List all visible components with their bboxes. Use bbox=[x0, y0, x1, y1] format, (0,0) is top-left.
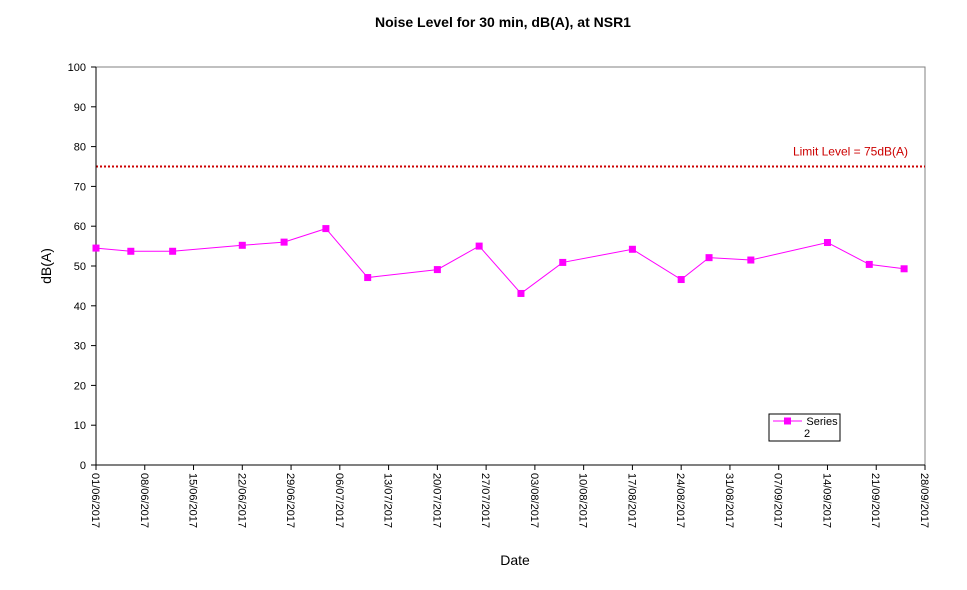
x-tick-label: 01/06/2017 bbox=[89, 473, 101, 528]
y-tick-label: 10 bbox=[74, 420, 86, 432]
limit-level-label: Limit Level = 75dB(A) bbox=[793, 145, 908, 159]
data-point bbox=[747, 256, 755, 264]
x-tick-label: 03/08/2017 bbox=[528, 473, 540, 528]
x-tick-label: 08/06/2017 bbox=[138, 473, 150, 528]
y-tick-label: 40 bbox=[74, 301, 86, 313]
data-point bbox=[322, 225, 330, 233]
x-tick-label: 20/07/2017 bbox=[430, 473, 442, 528]
data-point bbox=[705, 254, 713, 262]
x-tick-label: 29/06/2017 bbox=[284, 473, 296, 528]
x-tick-label: 31/08/2017 bbox=[723, 473, 735, 528]
data-point bbox=[559, 258, 567, 266]
data-point bbox=[169, 247, 177, 255]
data-point bbox=[238, 241, 246, 249]
plot-area bbox=[95, 66, 926, 466]
data-point bbox=[280, 238, 288, 246]
x-axis-title: Date bbox=[500, 552, 530, 568]
legend-series-marker bbox=[784, 417, 791, 425]
legend: Series 2 bbox=[768, 413, 841, 442]
data-point bbox=[900, 265, 908, 273]
axes-group: 0 10 20 30 40 50 60 70 80 90 100 01/06/2017 08/06/20… bbox=[68, 62, 930, 528]
y-tick-label: 0 bbox=[80, 460, 86, 472]
x-tick-label: 24/08/2017 bbox=[674, 473, 686, 528]
x-tick-label: 14/09/2017 bbox=[820, 473, 832, 528]
y-tick-label: 90 bbox=[74, 102, 86, 114]
data-point bbox=[517, 289, 525, 297]
legend-box bbox=[768, 413, 841, 442]
data-point bbox=[92, 244, 100, 252]
y-tick-label: 80 bbox=[74, 142, 86, 154]
y-tick-label: 20 bbox=[74, 380, 86, 392]
data-point bbox=[628, 245, 636, 253]
limit-level-group: Limit Level = 75dB(A) bbox=[96, 145, 925, 168]
data-point bbox=[865, 260, 873, 268]
y-tick-label: 50 bbox=[74, 261, 86, 273]
x-tick-label: 15/06/2017 bbox=[187, 473, 199, 528]
x-tick-label: 06/07/2017 bbox=[333, 473, 345, 528]
x-tick-label: 28/09/2017 bbox=[918, 473, 930, 528]
data-point bbox=[823, 239, 831, 247]
x-tick-label: 27/07/2017 bbox=[479, 473, 491, 528]
data-point bbox=[433, 266, 441, 274]
legend-series-label: Series 2 bbox=[804, 416, 838, 440]
y-tick-label: 60 bbox=[74, 221, 86, 233]
y-tick-label: 100 bbox=[68, 62, 86, 74]
series-group bbox=[92, 225, 908, 297]
series-line bbox=[95, 228, 905, 295]
x-tick-label: 10/08/2017 bbox=[577, 473, 589, 528]
y-axis-title: dB(A) bbox=[38, 248, 54, 284]
data-point bbox=[677, 276, 685, 284]
x-tick-label: 22/06/2017 bbox=[235, 473, 247, 528]
x-tick-label: 21/09/2017 bbox=[869, 473, 881, 528]
data-point bbox=[127, 247, 135, 255]
y-tick-label: 30 bbox=[74, 341, 86, 353]
x-tick-label: 17/08/2017 bbox=[625, 473, 637, 528]
data-point bbox=[364, 274, 372, 282]
x-tick-label: 07/09/2017 bbox=[772, 473, 784, 528]
data-point bbox=[475, 242, 483, 250]
y-tick-label: 70 bbox=[74, 181, 86, 193]
x-tick-label: 13/07/2017 bbox=[382, 473, 394, 528]
chart-title: Noise Level for 30 min, dB(A), at NSR1 bbox=[375, 14, 631, 30]
